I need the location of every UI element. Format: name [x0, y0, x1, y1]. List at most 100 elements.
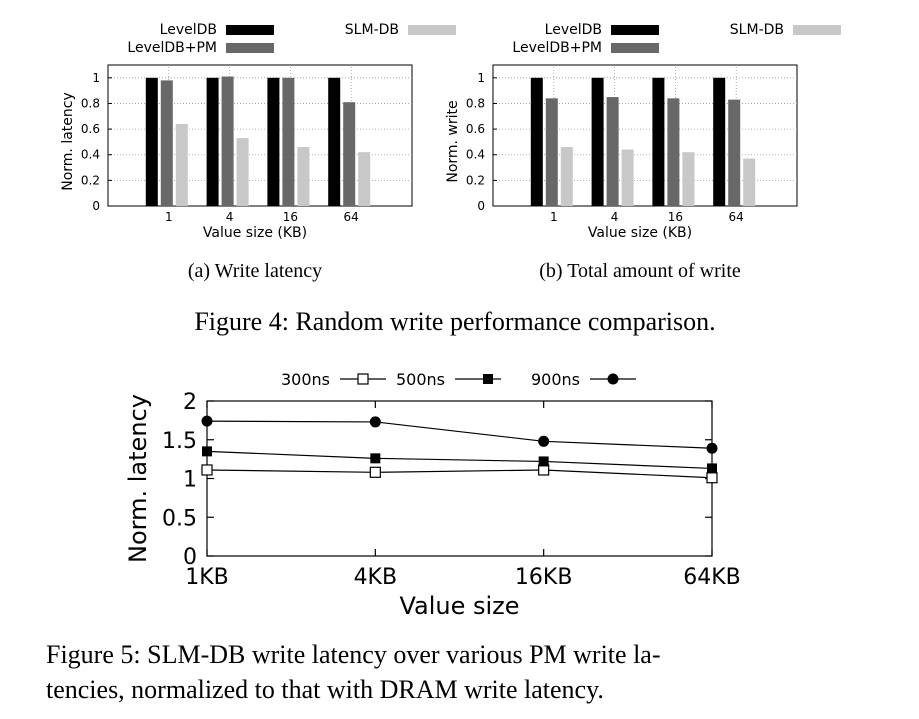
- chart-total-write: 0 0.2 0.4 0.6 0.8 1 1 4 16 64 Value size (KB) Norm.…: [445, 22, 841, 282]
- x-tick-label: 1KB: [185, 565, 229, 590]
- bar-leveldb: [328, 77, 341, 207]
- figure-5-caption-line-2: tencies, normalized to that with DRAM wr…: [46, 675, 604, 704]
- y-tick-label: 0.6: [81, 122, 100, 136]
- marker-open-square: [538, 464, 550, 476]
- bar-slm-db: [175, 123, 188, 206]
- y-tick-label: 0: [183, 545, 197, 570]
- y-tick-label: 0.4: [81, 148, 100, 162]
- y-tick-label: 2: [183, 390, 197, 415]
- series-line-500ns: [206, 450, 713, 470]
- figure-5-caption-line-1: Figure 5: SLM-DB write latency over vari…: [46, 640, 661, 669]
- series-line-900ns: [206, 420, 713, 449]
- bar-slm-db: [297, 147, 310, 206]
- y-tick-label: 1: [183, 468, 197, 493]
- x-tick-label: 4KB: [354, 565, 398, 590]
- y-tick-label: 0: [92, 199, 100, 213]
- marker-filled-circle: [201, 415, 213, 427]
- y-axis-label: Norm. latency: [124, 394, 152, 563]
- x-axis-label: Value size (KB): [588, 225, 692, 241]
- legend-swatch: [226, 25, 274, 35]
- y-tick-label: 0.5: [162, 506, 197, 531]
- y-axis-label: Norm. write: [445, 100, 461, 182]
- legend-label: LevelDB: [545, 22, 602, 38]
- bar-leveldb: [206, 77, 219, 207]
- x-tick-label: 4: [226, 210, 234, 224]
- figure-4-caption: Figure 4: Random write performance compa…: [194, 307, 715, 336]
- marker-filled-square: [483, 374, 493, 384]
- marker-filled-circle: [538, 435, 550, 447]
- x-axis-label: Value size: [399, 592, 519, 620]
- x-tick-label: 4: [611, 210, 619, 224]
- marker-open-square: [706, 472, 718, 484]
- legend-label: 300ns: [281, 370, 330, 389]
- legend-label: 900ns: [531, 370, 580, 389]
- legend-label: LevelDB+PM: [127, 40, 217, 56]
- x-tick-label: 64: [344, 210, 359, 224]
- x-axis-label: Value size (KB): [203, 225, 307, 241]
- bar-leveldb-pm: [221, 76, 234, 206]
- subfigure-caption: (a) Write latency: [188, 260, 322, 282]
- legend-swatch: [611, 43, 659, 53]
- chart-pm-write-latency: 0 0.5 1 1.5 2 1KB 4KB 16KB 64KB 300ns 500ns 900ns Va…: [124, 370, 741, 620]
- bar-leveldb: [145, 77, 158, 207]
- legend-label: LevelDB+PM: [512, 40, 602, 56]
- plot-frame: [206, 400, 713, 557]
- marker-filled-square: [538, 456, 549, 467]
- legend-swatch: [408, 25, 456, 35]
- y-tick-label: 0.8: [81, 96, 100, 110]
- bar-leveldb: [267, 77, 280, 207]
- bar-slm-db: [236, 138, 249, 206]
- bar-leveldb: [652, 77, 665, 207]
- legend-swatch: [226, 43, 274, 53]
- bar-slm-db: [621, 149, 634, 206]
- x-tick-label: 16KB: [515, 565, 573, 590]
- legend-swatch: [793, 25, 841, 35]
- plot-frame: [107, 64, 413, 207]
- y-tick-label: 1: [92, 71, 100, 85]
- legend-label: SLM-DB: [730, 22, 784, 38]
- marker-filled-circle: [607, 373, 619, 385]
- bar-leveldb: [530, 77, 543, 207]
- bar-leveldb-pm: [606, 97, 619, 206]
- bar-leveldb-pm: [282, 77, 295, 207]
- y-tick-label: 0.4: [466, 148, 485, 162]
- marker-filled-circle: [706, 442, 718, 454]
- y-tick-label: 0.2: [81, 173, 100, 187]
- marker-filled-circle: [369, 416, 381, 428]
- bar-leveldb-pm: [545, 98, 558, 206]
- marker-filled-square: [202, 446, 212, 457]
- y-tick-label: 0.8: [466, 96, 485, 110]
- subfigure-caption: (b) Total amount of write: [539, 260, 741, 282]
- marker-open-square: [369, 466, 381, 478]
- legend-label: SLM-DB: [345, 22, 399, 38]
- x-tick-label: 16: [283, 210, 298, 224]
- bar-leveldb-pm: [728, 99, 741, 206]
- marker-filled-square: [707, 463, 717, 474]
- bar-leveldb: [713, 77, 726, 207]
- bar-leveldb-pm: [160, 80, 173, 206]
- bar-leveldb-pm: [667, 98, 680, 206]
- y-axis-label: Norm. latency: [60, 92, 76, 191]
- x-tick-label: 64KB: [683, 565, 741, 590]
- legend-label: LevelDB: [160, 22, 217, 38]
- y-tick-label: 0: [477, 199, 485, 213]
- marker-open-square: [357, 373, 369, 385]
- x-tick-label: 64: [729, 210, 744, 224]
- series-line-300ns: [206, 469, 713, 479]
- chart-write-latency: 0 0.2 0.4 0.6 0.8 1 1 4 16 64 Value size (KB) Norm.…: [60, 22, 456, 282]
- bar-slm-db: [743, 158, 756, 206]
- y-tick-label: 0.6: [466, 122, 485, 136]
- plot-frame: [492, 64, 798, 207]
- bar-leveldb: [591, 77, 604, 207]
- y-tick-label: 0.2: [466, 173, 485, 187]
- bar-slm-db: [358, 152, 371, 206]
- y-tick-label: 1: [477, 71, 485, 85]
- x-tick-label: 16: [668, 210, 683, 224]
- x-tick-label: 1: [165, 210, 173, 224]
- bar-slm-db: [682, 152, 695, 206]
- bar-slm-db: [560, 147, 573, 206]
- marker-open-square: [201, 464, 213, 476]
- marker-filled-square: [370, 453, 381, 464]
